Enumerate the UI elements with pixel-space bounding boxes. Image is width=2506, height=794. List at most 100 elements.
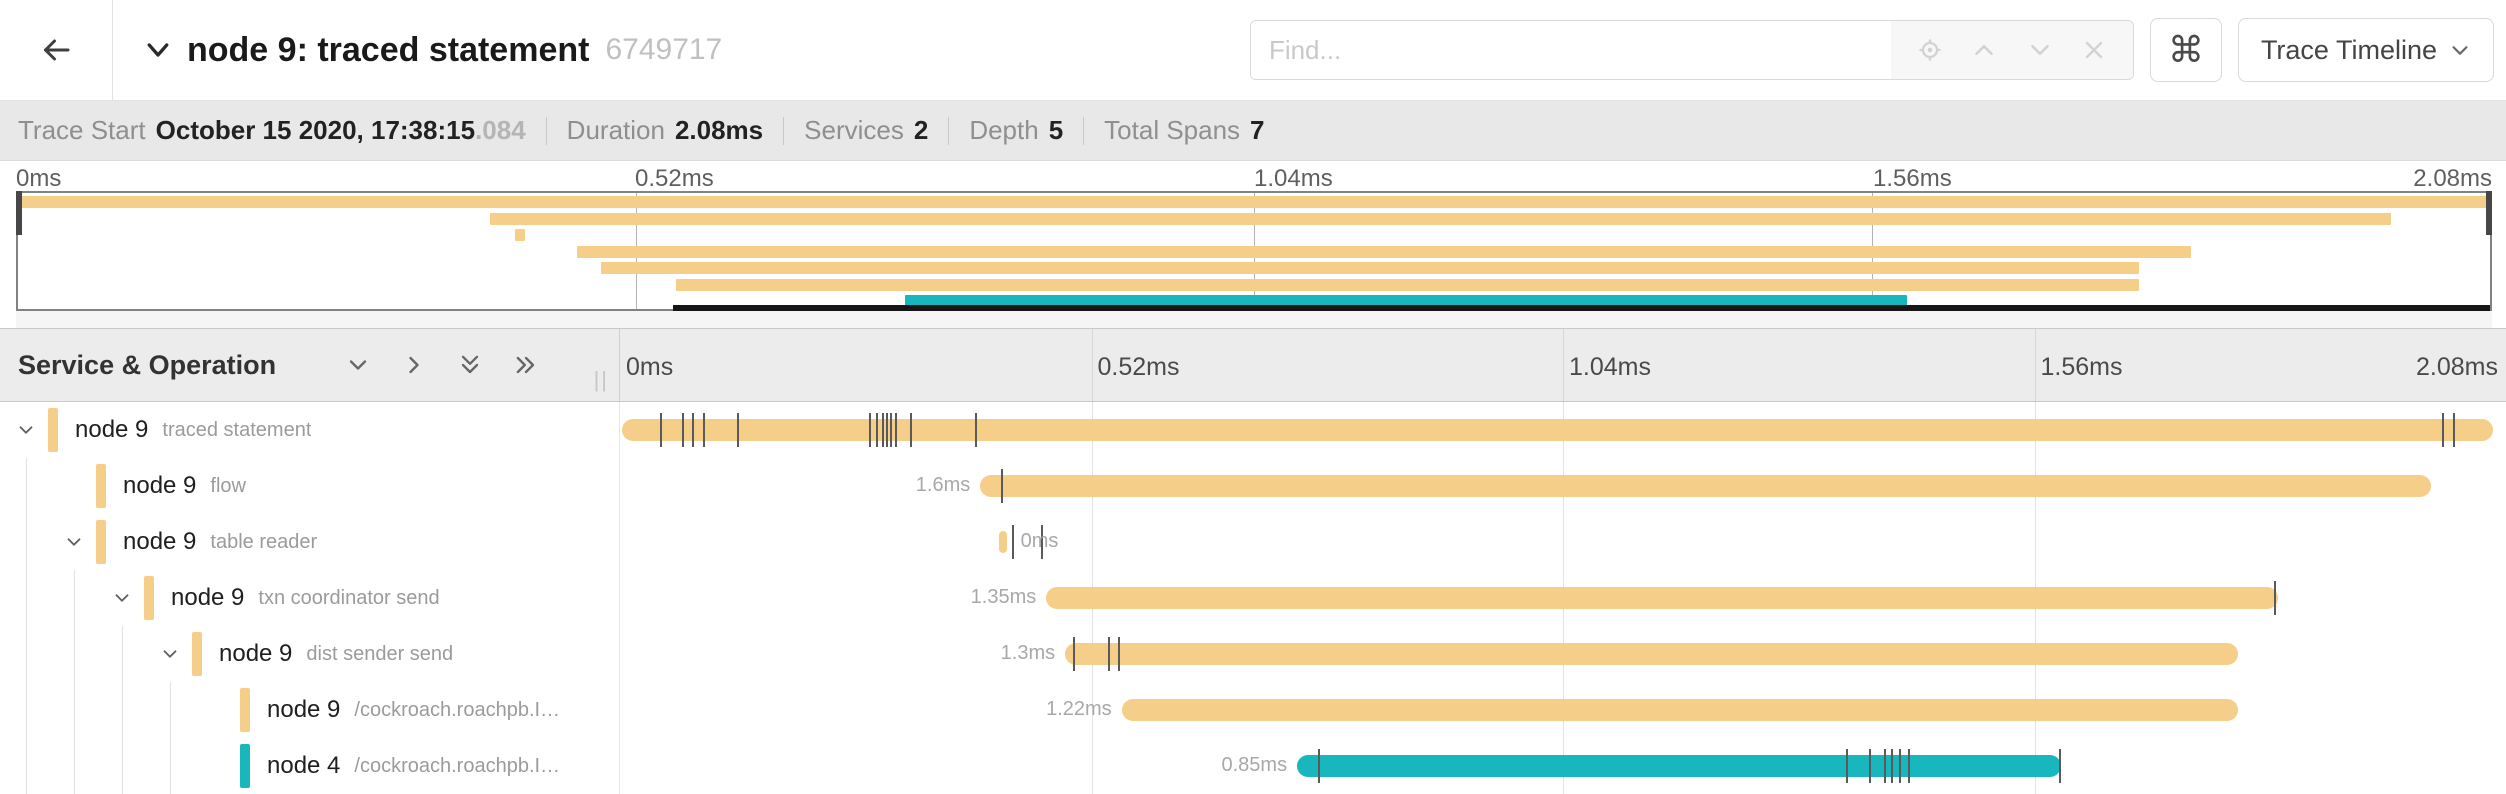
find-input[interactable] <box>1250 21 1891 79</box>
service-operation-label: Service & Operation <box>18 349 277 380</box>
span-name-cell[interactable]: node 9/cockroach.roachpb.I… <box>0 682 620 738</box>
minimap-span-bar <box>601 262 2139 274</box>
span-log-tick <box>1000 469 1003 503</box>
span-row[interactable]: node 9 traced statement <box>0 402 2506 458</box>
span-collapse-icon[interactable] <box>15 419 37 441</box>
span-rows: node 9 traced statement node 9 flow 1.6ms nod… <box>0 402 2506 794</box>
span-timeline-cell[interactable]: 1.6ms <box>620 458 2506 514</box>
timeline-axis-tick: 2.08ms <box>2416 353 2498 381</box>
span-bar[interactable] <box>1297 755 2061 777</box>
span-name-cell[interactable]: node 9 flow <box>0 458 620 514</box>
indent-guide <box>74 570 75 626</box>
span-collapse-icon[interactable] <box>111 587 133 609</box>
expand-one-icon[interactable] <box>400 351 428 379</box>
collapse-one-icon[interactable] <box>344 351 372 379</box>
indent-guide <box>122 626 123 682</box>
view-selector-button[interactable]: Trace Timeline <box>2237 18 2494 82</box>
span-collapse-icon[interactable] <box>159 643 181 665</box>
span-timeline-cell[interactable]: 1.3ms <box>620 626 2506 682</box>
minimap-gap <box>16 311 2492 328</box>
title-bar: node 9: traced statement 6749717 ⌘ <box>0 0 2506 101</box>
minimap-left-scrubber[interactable] <box>16 191 22 235</box>
span-timeline-cell[interactable]: 0ms <box>620 514 2506 570</box>
find-group <box>1249 20 2134 80</box>
summary-separator <box>948 116 950 145</box>
span-duration-label: 1.6ms <box>915 474 971 496</box>
indent-guide <box>26 682 27 738</box>
indent-guide <box>170 738 171 794</box>
summary-label: Depth <box>969 115 1039 145</box>
span-row[interactable]: node 4/cockroach.roachpb.I… 0.85ms <box>0 738 2506 794</box>
span-color-chip <box>96 464 106 508</box>
minimap-right-scrubber[interactable] <box>2486 191 2492 235</box>
locate-icon[interactable] <box>1916 36 1944 64</box>
minimap-axis: 0ms 0.52ms 1.04ms 1.56ms 2.08ms <box>16 163 2492 192</box>
span-bar[interactable] <box>1121 699 2239 721</box>
span-color-chip <box>144 576 154 620</box>
indent-guide <box>74 738 75 794</box>
timeline-axis: 0ms 0.52ms 1.04ms 1.56ms 2.08ms <box>620 329 2506 401</box>
minimap-canvas[interactable] <box>16 191 2492 311</box>
keyboard-shortcuts-button[interactable]: ⌘ <box>2149 18 2222 82</box>
span-name-cell[interactable]: node 9 dist sender send <box>0 626 620 682</box>
timeline-axis-tick: 1.04ms <box>1569 353 1651 381</box>
span-name-wrap: node 9 flow <box>123 472 246 500</box>
span-timeline-cell[interactable] <box>620 402 2506 458</box>
timeline-axis-tick: 0ms <box>626 353 674 381</box>
span-log-tick <box>682 413 685 447</box>
span-service-name: node 9 <box>123 528 197 555</box>
span-log-tick <box>895 413 898 447</box>
span-row[interactable]: node 9/cockroach.roachpb.I… 1.22ms <box>0 682 2506 738</box>
minimap-span-bar <box>905 295 1907 307</box>
trace-collapse-toggle[interactable] <box>143 35 173 65</box>
span-row[interactable]: node 9 table reader 0ms <box>0 514 2506 570</box>
span-name-cell[interactable]: node 9 table reader <box>0 514 620 570</box>
span-log-tick <box>1072 637 1075 671</box>
trace-summary-bar: Trace Start October 15 2020, 17:38:15.084… <box>0 101 2506 161</box>
summary-value: 2 <box>913 115 929 145</box>
minimap-viewport-bar[interactable] <box>673 305 2490 311</box>
column-resize-grip[interactable]: || <box>593 367 609 392</box>
indent-guide <box>74 626 75 682</box>
service-operation-header: Service & Operation || <box>0 329 620 401</box>
find-clear-icon[interactable] <box>2080 36 2108 64</box>
span-name-cell[interactable]: node 4/cockroach.roachpb.I… <box>0 738 620 794</box>
chevron-down-icon <box>143 35 173 65</box>
span-log-tick <box>882 413 885 447</box>
find-prev-icon[interactable] <box>1969 35 1999 65</box>
span-timeline-cell[interactable]: 1.35ms <box>620 570 2506 626</box>
span-name-cell[interactable]: node 9 traced statement <box>0 402 620 458</box>
span-log-tick <box>1898 749 1901 783</box>
span-log-tick <box>1012 525 1015 559</box>
span-name-cell[interactable]: node 9 txn coordinator send <box>0 570 620 626</box>
span-color-chip <box>240 688 250 732</box>
span-log-tick <box>691 413 694 447</box>
indent-guide <box>26 626 27 682</box>
span-bar[interactable] <box>1065 643 2239 665</box>
span-timeline-cell[interactable]: 1.22ms <box>620 682 2506 738</box>
span-timeline-cell[interactable]: 0.85ms <box>620 738 2506 794</box>
span-bar[interactable] <box>1046 587 2278 609</box>
span-service-name: node 9 <box>267 696 341 723</box>
span-log-tick <box>1117 637 1120 671</box>
summary-label: Trace Start <box>18 115 146 145</box>
span-log-tick <box>876 413 879 447</box>
indent-guide <box>26 570 27 626</box>
span-bar[interactable] <box>999 531 1007 553</box>
span-log-tick <box>1868 749 1871 783</box>
span-log-tick <box>885 413 888 447</box>
indent-guide <box>26 514 27 570</box>
find-next-icon[interactable] <box>2025 35 2055 65</box>
span-row[interactable]: node 9 txn coordinator send 1.35ms <box>0 570 2506 626</box>
span-color-chip <box>48 408 58 452</box>
expand-all-icon[interactable] <box>512 351 540 379</box>
span-bar[interactable] <box>621 419 2493 441</box>
back-button[interactable] <box>0 0 113 100</box>
span-row[interactable]: node 9 flow 1.6ms <box>0 458 2506 514</box>
page-title: node 9: traced statement <box>187 30 590 69</box>
span-bar[interactable] <box>980 475 2431 497</box>
span-collapse-icon[interactable] <box>63 531 85 553</box>
span-row[interactable]: node 9 dist sender send 1.3ms <box>0 626 2506 682</box>
minimap-span-bar <box>675 278 2139 291</box>
collapse-all-icon[interactable] <box>456 351 484 379</box>
